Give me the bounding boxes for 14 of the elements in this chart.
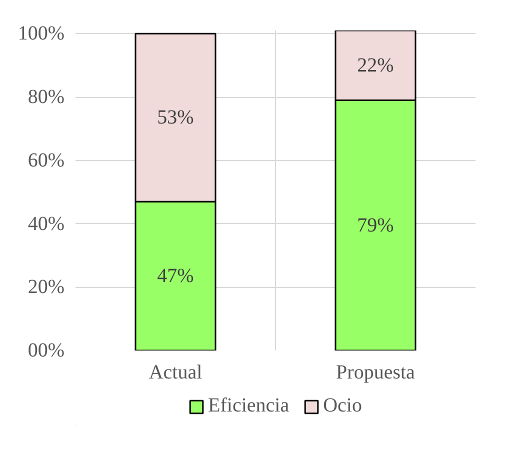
x-tick-label: Propuesta (336, 362, 416, 384)
y-tick-label: 80% (28, 86, 65, 108)
x-tick-label: Actual (148, 362, 203, 384)
data-label: 79% (357, 214, 394, 236)
y-tick-label: 00% (28, 340, 65, 362)
data-label: 22% (357, 54, 394, 76)
y-tick-label: 40% (28, 212, 65, 235)
data-label: 53% (157, 106, 194, 129)
y-tick-label: 100% (18, 22, 65, 45)
legend-label: Ocio (323, 394, 362, 418)
y-tick-label: 20% (28, 276, 65, 298)
legend-label: Eficiencia (208, 394, 290, 418)
y-tick-label: 60% (28, 149, 65, 172)
data-label: 47% (157, 265, 194, 288)
